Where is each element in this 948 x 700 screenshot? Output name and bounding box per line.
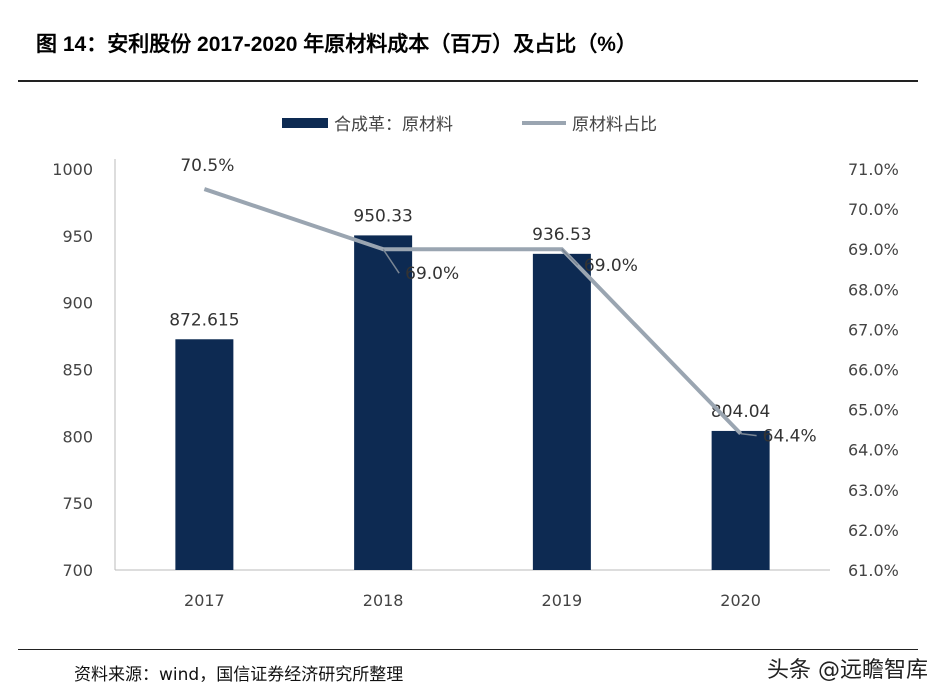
data-label-leader: [382, 248, 400, 274]
right-tick-label: 61.0%: [848, 561, 899, 580]
bar: [175, 339, 234, 570]
right-tick-label: 70.0%: [848, 200, 899, 219]
right-tick-label: 69.0%: [848, 240, 899, 259]
left-tick-label: 1000: [52, 160, 93, 179]
left-tick-label: 950: [62, 227, 93, 246]
footer-divider: [18, 649, 918, 650]
title-divider: [18, 80, 918, 82]
line-data-label: 69.0%: [584, 256, 638, 276]
bar-data-label: 936.53: [532, 225, 591, 245]
legend-line-label: 原材料占比: [572, 115, 657, 135]
right-tick-label: 66.0%: [848, 361, 899, 380]
x-tick-label: 2017: [184, 591, 225, 610]
bar-data-label: 950.33: [353, 206, 412, 226]
right-tick-label: 68.0%: [848, 280, 899, 299]
right-tick-label: 63.0%: [848, 481, 899, 500]
left-tick-label: 750: [62, 494, 93, 513]
bar: [354, 235, 413, 571]
line-data-label: 70.5%: [180, 156, 234, 176]
right-tick-label: 71.0%: [848, 160, 899, 179]
right-tick-label: 67.0%: [848, 320, 899, 339]
right-tick-label: 62.0%: [848, 521, 899, 540]
x-tick-label: 2018: [363, 591, 404, 610]
x-tick-label: 2019: [542, 591, 583, 610]
left-tick-label: 700: [62, 561, 93, 580]
right-tick-label: 64.0%: [848, 441, 899, 460]
line-series: [203, 187, 743, 436]
right-tick-label: 65.0%: [848, 401, 899, 420]
chart: 700 750 800 850 900 950 1000 61.0% 62.0% 63.0% 64.…: [52, 115, 899, 610]
source-note: 资料来源：wind，国信证券经济研究所整理: [74, 665, 404, 685]
bar-data-label: 872.615: [169, 310, 239, 330]
left-tick-label: 800: [62, 427, 93, 446]
line-data-label: 64.4%: [763, 427, 817, 447]
bar: [711, 430, 770, 570]
watermark: 头条 @远瞻智库: [767, 658, 928, 683]
chart-title: 图 14：安利股份 2017-2020 年原材料成本（百万）及占比（%）: [36, 33, 637, 56]
data-label-leader: [561, 248, 579, 266]
line-data-label: 69.0%: [405, 264, 459, 284]
bar: [532, 253, 591, 570]
legend-bar-label: 合成革：原材料: [334, 115, 453, 135]
data-label-leader: [740, 432, 757, 437]
legend-bar-swatch: [282, 118, 328, 128]
x-tick-label: 2020: [720, 591, 761, 610]
left-tick-label: 900: [62, 294, 93, 313]
left-tick-label: 850: [62, 361, 93, 380]
